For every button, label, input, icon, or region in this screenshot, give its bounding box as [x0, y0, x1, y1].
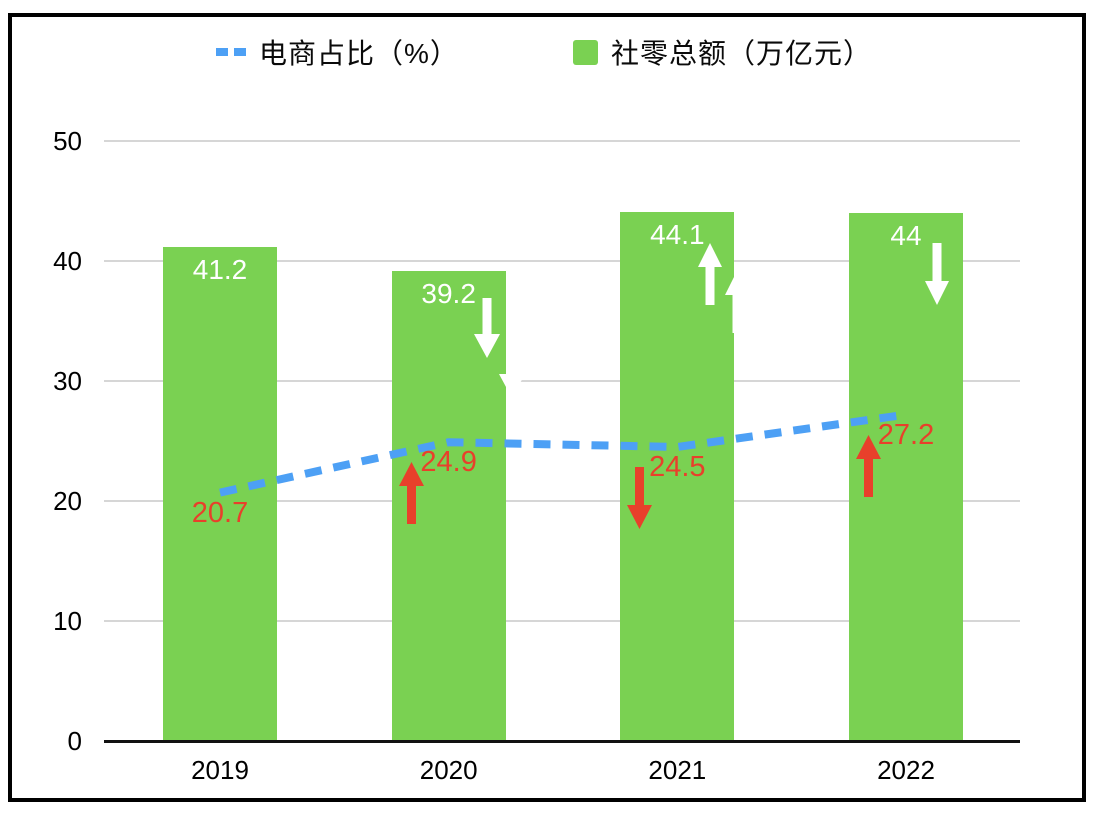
x-axis-tick-label: 2021	[648, 755, 707, 785]
y-gridline	[104, 260, 1020, 262]
x-axis-baseline	[104, 740, 1020, 743]
ghost-arrow-icon	[725, 270, 750, 333]
y-axis-tick-label: 20	[53, 486, 82, 516]
y-axis-tick-label: 50	[53, 126, 82, 156]
legend-item-ecommerce-share: 电商占比（%）	[216, 36, 459, 69]
dashed-line-legend-icon	[216, 48, 246, 56]
legend-label-ecommerce-share: 电商占比（%）	[259, 38, 459, 69]
y-axis-tick-label: 30	[53, 366, 82, 396]
bar-value-label: 44	[890, 220, 922, 251]
legend-item-retail-total: 社零总额（万亿元）	[573, 36, 872, 69]
bar-trend-down-icon	[473, 297, 500, 358]
y-gridline	[104, 620, 1020, 622]
bar-value-label: 44.1	[650, 218, 705, 250]
bar-trend-down-icon	[925, 243, 949, 305]
x-axis-tick-label: 2022	[877, 755, 935, 785]
bar-trend-up-icon	[698, 242, 723, 305]
y-axis-tick-label: 0	[67, 726, 82, 756]
green-square-legend-icon	[573, 39, 598, 65]
y-gridline	[104, 380, 1020, 382]
line-trend-up-icon	[398, 462, 424, 525]
legend-label-retail-total: 社零总额（万亿元）	[611, 38, 873, 69]
bar-2019	[163, 246, 277, 741]
bar-value-label: 41.2	[192, 253, 248, 285]
ghost-arrow-icon	[498, 337, 525, 398]
line-trend-up-icon	[856, 434, 881, 497]
bar-value-label: 39.2	[421, 277, 476, 309]
line-trend-down-icon	[627, 467, 653, 529]
y-axis-tick-label: 10	[53, 606, 82, 636]
y-gridline	[104, 500, 1020, 502]
x-axis-tick-label: 2020	[419, 755, 478, 785]
y-axis-tick-label: 40	[53, 246, 82, 276]
x-axis-tick-label: 2019	[191, 755, 249, 785]
y-gridline	[104, 140, 1020, 142]
line-value-label: 20.7	[191, 496, 249, 529]
